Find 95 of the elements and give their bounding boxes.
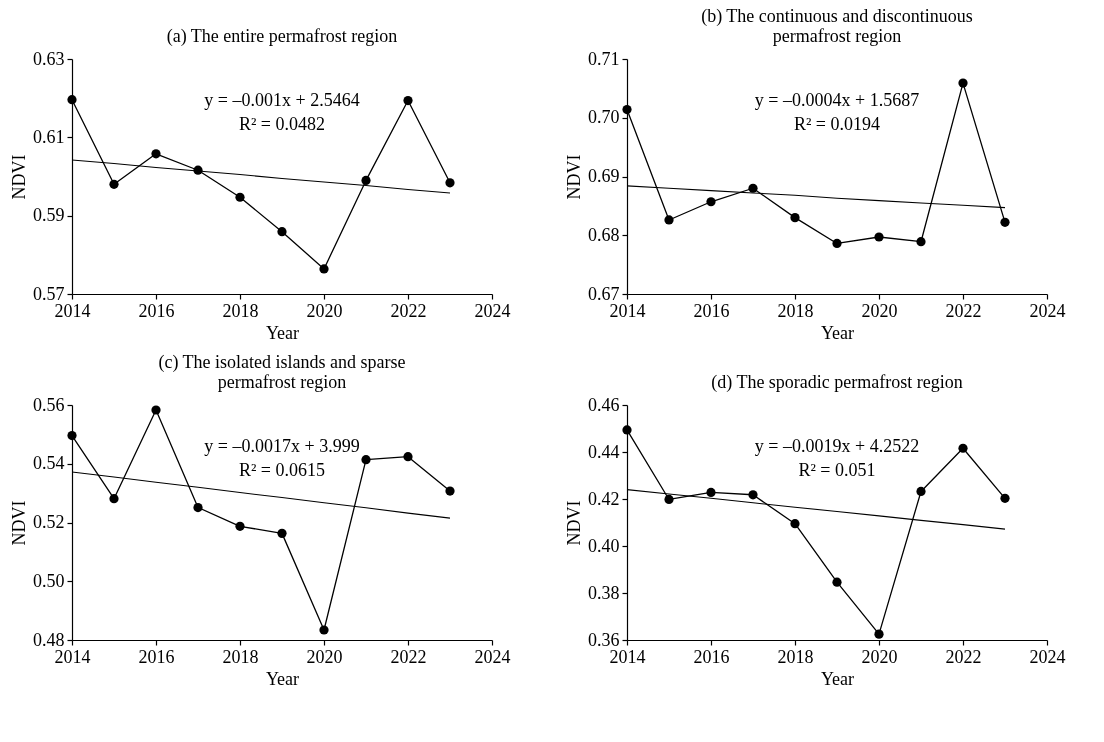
point bbox=[916, 237, 926, 247]
y-tick-label: 0.42 bbox=[588, 488, 620, 509]
y-axis-title: NDVI bbox=[9, 500, 29, 546]
x-axis-title: Year bbox=[265, 322, 300, 343]
point bbox=[67, 95, 77, 105]
x-tick-label: 2024 bbox=[474, 300, 511, 321]
y-tick-label: 0.46 bbox=[588, 394, 620, 415]
y-tick-label: 0.50 bbox=[33, 570, 65, 591]
chart-title: (c) The isolated islands and sparse permafrost region bbox=[158, 352, 406, 392]
point bbox=[832, 577, 842, 587]
annotation: y = –0.0004x + 1.5687 bbox=[754, 90, 920, 110]
y-tick-label: 0.44 bbox=[588, 441, 620, 462]
x-tick-label: 2020 bbox=[306, 300, 343, 321]
point bbox=[151, 149, 161, 159]
point bbox=[235, 192, 245, 202]
point bbox=[277, 528, 287, 538]
point bbox=[706, 197, 716, 207]
y-tick-label: 0.59 bbox=[33, 205, 65, 226]
point bbox=[67, 430, 77, 441]
y-axis-title: NDVI bbox=[564, 154, 584, 200]
x-tick-label: 2016 bbox=[138, 646, 175, 667]
point bbox=[1000, 217, 1010, 227]
point bbox=[1000, 493, 1010, 503]
point bbox=[706, 487, 716, 498]
y-tick-label: 0.63 bbox=[33, 48, 65, 69]
y-tick-label: 0.68 bbox=[588, 224, 620, 245]
annotation: R² = 0.0482 bbox=[238, 114, 326, 134]
x-tick-label: 2022 bbox=[390, 646, 427, 667]
point bbox=[403, 95, 413, 106]
point bbox=[790, 213, 800, 223]
point bbox=[151, 405, 161, 415]
point bbox=[445, 178, 455, 188]
chart-title: (b) The continuous and discontinuous permafrost region bbox=[701, 6, 973, 46]
x-tick-label: 2024 bbox=[474, 646, 511, 667]
x-axis-title: Year bbox=[265, 668, 300, 689]
y-tick-label: 0.40 bbox=[588, 535, 620, 556]
point bbox=[445, 486, 455, 496]
chart-title: (a) The entire permafrost region bbox=[166, 26, 398, 47]
point bbox=[790, 519, 800, 529]
point bbox=[874, 232, 884, 242]
x-tick-label: 2022 bbox=[945, 300, 982, 321]
x-tick-label: 2018 bbox=[222, 300, 259, 321]
point bbox=[361, 175, 371, 186]
point bbox=[622, 104, 632, 115]
point bbox=[109, 494, 119, 504]
x-axis-title: Year bbox=[820, 668, 855, 689]
point bbox=[319, 625, 329, 635]
annotation: R² = 0.0194 bbox=[793, 114, 881, 134]
point bbox=[319, 264, 329, 274]
y-tick-label: 0.56 bbox=[33, 394, 65, 415]
point bbox=[874, 629, 884, 639]
annotation: R² = 0.0615 bbox=[238, 460, 326, 480]
y-tick-label: 0.61 bbox=[33, 126, 65, 147]
x-tick-label: 2018 bbox=[777, 646, 814, 667]
x-tick-label: 2016 bbox=[138, 300, 175, 321]
x-axis-title: Year bbox=[820, 322, 855, 343]
point bbox=[916, 486, 926, 497]
point bbox=[958, 78, 968, 88]
point bbox=[958, 443, 968, 453]
y-tick-label: 0.69 bbox=[588, 166, 620, 186]
y-tick-label: 0.38 bbox=[588, 582, 620, 603]
point bbox=[664, 494, 674, 505]
x-tick-label: 2024 bbox=[1029, 646, 1066, 667]
point bbox=[277, 227, 287, 237]
annotation: R² = 0.051 bbox=[798, 460, 876, 480]
annotation: y = –0.0017x + 3.999 bbox=[204, 436, 360, 456]
x-tick-label: 2020 bbox=[306, 646, 343, 667]
point bbox=[403, 452, 413, 462]
y-tick-label: 0.71 bbox=[588, 48, 620, 69]
x-tick-label: 2020 bbox=[861, 300, 898, 321]
y-axis-title: NDVI bbox=[9, 154, 29, 200]
point bbox=[622, 425, 632, 435]
y-tick-label: 0.54 bbox=[33, 453, 65, 474]
point bbox=[193, 502, 203, 513]
annotation: y = –0.001x + 2.5464 bbox=[204, 90, 360, 110]
point bbox=[109, 179, 119, 189]
point bbox=[748, 183, 758, 193]
x-tick-label: 2018 bbox=[777, 300, 814, 321]
x-tick-label: 2022 bbox=[945, 646, 982, 667]
y-tick-label: 0.52 bbox=[33, 512, 65, 532]
x-tick-label: 2020 bbox=[861, 646, 898, 667]
y-axis-title: NDVI bbox=[564, 500, 584, 546]
x-tick-label: 2022 bbox=[390, 300, 427, 321]
chart-title: (d) The sporadic permafrost region bbox=[711, 372, 963, 393]
point bbox=[361, 455, 371, 465]
x-tick-label: 2016 bbox=[693, 646, 730, 667]
annotation: y = –0.0019x + 4.2522 bbox=[754, 436, 920, 456]
point bbox=[832, 238, 842, 249]
x-tick-label: 2018 bbox=[222, 646, 259, 667]
x-tick-label: 2024 bbox=[1029, 300, 1066, 321]
point bbox=[664, 215, 674, 225]
y-tick-label: 0.70 bbox=[588, 107, 620, 128]
point bbox=[235, 521, 245, 531]
point bbox=[748, 490, 758, 500]
x-tick-label: 2016 bbox=[693, 300, 730, 321]
